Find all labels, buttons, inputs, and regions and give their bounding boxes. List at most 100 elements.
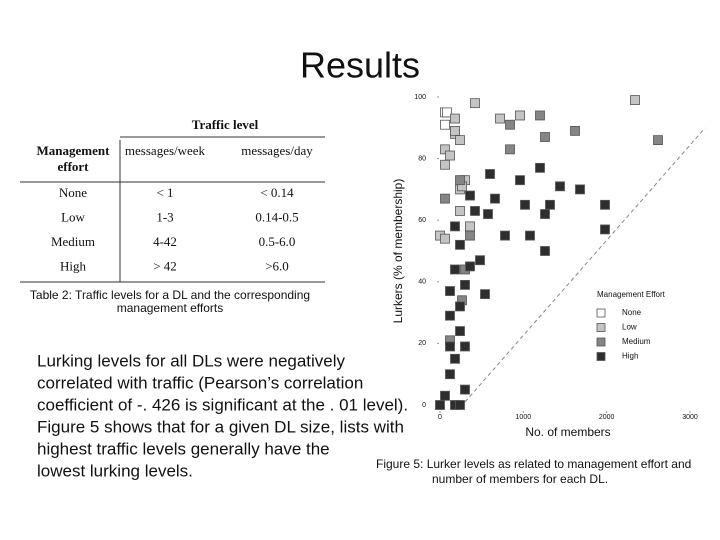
table-column-header: messages/day (241, 143, 313, 158)
data-point (545, 199, 555, 210)
data-point (490, 193, 500, 204)
data-point (515, 110, 525, 121)
data-point (525, 230, 535, 241)
body-text: Figure 5 shows that for a given DL size,… (37, 417, 404, 436)
data-point (535, 110, 545, 121)
data-point (440, 144, 450, 155)
data-point (465, 221, 475, 232)
data-point (540, 209, 550, 219)
slide-title: Results (300, 45, 420, 86)
data-point (505, 144, 515, 155)
data-point (500, 230, 510, 241)
data-point (445, 369, 455, 380)
data-point (483, 209, 493, 219)
data-point (440, 390, 450, 401)
legend-label: High (622, 352, 638, 361)
data-point (505, 119, 515, 130)
reference-line (464, 127, 706, 403)
data-point (450, 353, 460, 364)
table-cell: High (60, 258, 87, 273)
data-point (475, 255, 485, 266)
data-point (440, 119, 450, 130)
table-cell: 4-42 (153, 234, 177, 249)
data-point (442, 107, 452, 118)
body-text: correlated with traffic (Pearson’s corre… (37, 373, 363, 392)
figure-caption: number of members for each DL. (432, 472, 608, 486)
x-tick-label: 2000 (599, 414, 615, 421)
body-text: Lurking levels for all DLs were negative… (37, 351, 346, 370)
data-point (485, 169, 495, 179)
data-point (653, 135, 663, 146)
data-point (455, 175, 465, 186)
data-point (455, 239, 465, 250)
data-point (520, 199, 530, 210)
x-tick-label: 3000 (682, 414, 698, 421)
data-point (445, 150, 455, 161)
legend-label: None (622, 308, 642, 317)
data-point (445, 286, 455, 296)
data-point (450, 221, 460, 232)
data-point (450, 125, 460, 136)
data-point (465, 261, 475, 272)
data-point (455, 301, 465, 312)
table-caption: management efforts (117, 301, 224, 315)
data-point (540, 246, 550, 256)
data-point (440, 193, 450, 204)
table-cell: 0.5-6.0 (259, 234, 296, 249)
legend-label: Low (622, 323, 637, 332)
y-axis-label: Lurkers (% of membership) (391, 179, 405, 324)
data-point (460, 384, 470, 395)
table-row-header: Management (37, 143, 111, 158)
data-point (575, 184, 585, 195)
x-tick-label: 1000 (516, 414, 532, 421)
data-point (455, 326, 465, 336)
table-group-header: Traffic level (192, 117, 259, 132)
data-point (460, 279, 470, 290)
table-cell: 1-3 (156, 209, 173, 224)
table-caption: Table 2: Traffic levels for a DL and the… (30, 288, 310, 302)
y-tick-label: 0 (422, 402, 426, 409)
y-tick-label: 80 (418, 155, 426, 162)
data-point (440, 233, 450, 244)
data-point (570, 125, 580, 136)
x-tick-label: 0 (438, 414, 442, 421)
data-point (455, 400, 465, 410)
data-point (600, 199, 610, 210)
data-point (540, 132, 550, 142)
legend-swatch (596, 352, 606, 361)
data-point (465, 190, 475, 201)
figure-caption: Figure 5: Lurker levels as related to ma… (376, 457, 691, 471)
table-column-header: messages/week (125, 143, 206, 158)
data-point (435, 400, 445, 410)
table-cell: Medium (51, 234, 95, 249)
data-point (455, 206, 465, 216)
data-point (445, 310, 455, 321)
table-cell: < 0.14 (260, 185, 294, 200)
y-tick-label: 60 (418, 217, 426, 224)
data-point (630, 95, 640, 105)
table-cell: 0.14-0.5 (255, 209, 298, 224)
table-cell: None (59, 185, 87, 200)
data-point (555, 181, 565, 192)
data-point (440, 159, 450, 170)
table-cell: Low (61, 209, 85, 224)
data-point (470, 98, 480, 109)
y-tick-label: 20 (418, 340, 426, 347)
data-point (460, 341, 470, 352)
data-point (465, 230, 475, 241)
data-point (455, 135, 465, 146)
data-point (495, 113, 505, 124)
data-point (445, 341, 455, 352)
data-point (480, 289, 490, 300)
legend-swatch (596, 337, 606, 347)
table-cell: < 1 (156, 185, 173, 200)
y-tick-label: 40 (418, 279, 426, 286)
data-point (515, 175, 525, 186)
legend-label: Medium (622, 337, 651, 346)
body-text: lowest lurking levels. (37, 461, 193, 480)
legend-swatch (596, 308, 606, 318)
table-row-header: effort (57, 159, 89, 174)
data-point (450, 264, 460, 275)
data-point (535, 162, 545, 173)
